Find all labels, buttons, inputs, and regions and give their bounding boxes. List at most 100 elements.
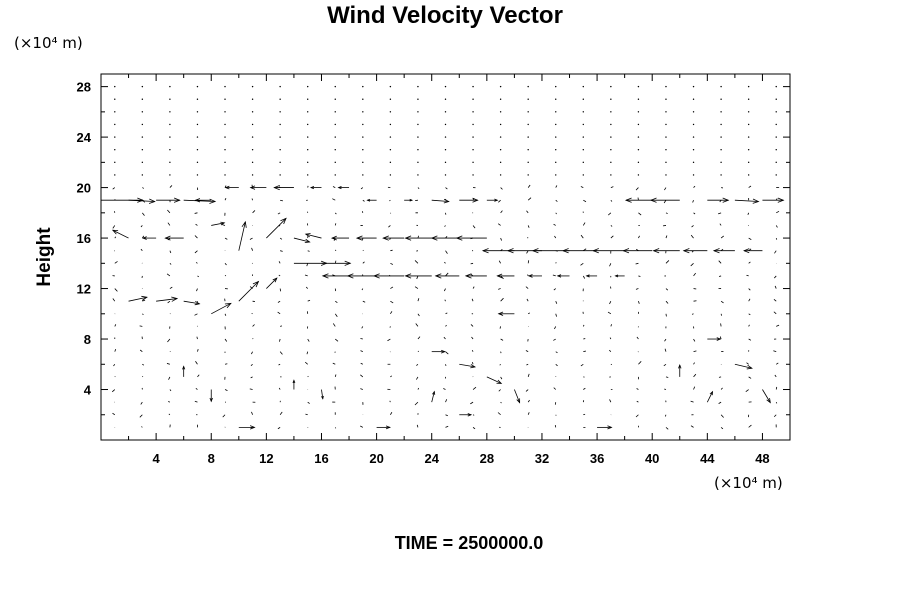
field-mark	[445, 187, 448, 190]
field-dot	[665, 85, 667, 88]
field-mark	[416, 275, 419, 280]
field-mark	[693, 362, 695, 365]
field-mark	[112, 412, 116, 416]
field-mark	[665, 260, 670, 264]
field-mark	[279, 288, 282, 292]
field-mark	[693, 350, 697, 353]
field-mark	[719, 336, 722, 340]
field-dot	[114, 174, 116, 176]
field-dot	[389, 123, 392, 126]
field-dot	[334, 174, 336, 176]
field-dot	[637, 98, 640, 100]
field-mark	[277, 427, 281, 430]
field-mark	[197, 349, 199, 352]
field-mark	[445, 414, 448, 417]
field-dot	[444, 149, 447, 151]
field-mark	[472, 414, 475, 416]
field-mark	[169, 250, 172, 254]
field-mark	[166, 363, 171, 365]
field-mark	[776, 324, 780, 327]
wind-vector	[734, 198, 760, 204]
field-mark	[664, 348, 667, 352]
field-mark	[498, 199, 501, 203]
wind-vector	[431, 349, 446, 354]
field-mark	[526, 298, 529, 302]
field-mark	[278, 261, 281, 264]
field-mark	[417, 336, 421, 340]
field-mark	[307, 250, 310, 252]
wind-vector	[309, 186, 322, 190]
field-dot	[307, 136, 309, 138]
wind-vector	[156, 296, 179, 302]
field-mark	[527, 412, 530, 415]
field-mark	[470, 324, 474, 327]
field-mark	[607, 311, 612, 315]
field-dot	[362, 111, 364, 113]
field-mark	[279, 338, 281, 342]
field-mark	[169, 185, 173, 188]
field-mark	[776, 210, 780, 214]
field-mark	[249, 388, 253, 390]
field-mark	[224, 197, 227, 201]
field-mark	[307, 299, 311, 302]
y-axis-label: Height	[34, 227, 55, 287]
field-mark	[196, 336, 198, 340]
x-tick-label: 4	[153, 451, 161, 466]
field-mark	[167, 209, 171, 214]
wind-vector	[266, 277, 278, 289]
field-mark	[525, 286, 529, 289]
wind-vector	[707, 337, 722, 341]
wind-vector	[238, 425, 256, 430]
field-dot	[251, 136, 254, 138]
field-mark	[114, 236, 117, 239]
x-tick-label: 28	[480, 451, 494, 466]
field-mark	[169, 263, 172, 265]
field-mark	[112, 298, 116, 302]
field-dot	[307, 123, 309, 126]
field-mark	[527, 274, 529, 277]
field-mark	[498, 288, 501, 290]
field-dot	[555, 123, 557, 126]
wind-vector	[434, 273, 460, 279]
field-mark	[307, 375, 309, 378]
field-dot	[279, 136, 281, 138]
wind-vector	[556, 274, 570, 278]
field-dot	[665, 98, 667, 100]
field-dot	[775, 136, 777, 138]
wind-vector	[712, 248, 735, 254]
field-dot	[224, 111, 226, 113]
field-mark	[553, 223, 556, 226]
field-mark	[445, 351, 449, 355]
field-mark	[390, 286, 394, 289]
field-mark	[610, 324, 612, 327]
field-dot	[472, 111, 474, 113]
field-dot	[114, 136, 116, 138]
field-mark	[748, 338, 752, 341]
field-mark	[166, 273, 171, 277]
field-dot	[334, 123, 336, 126]
field-dot	[499, 98, 502, 100]
field-dot	[720, 98, 722, 100]
field-mark	[555, 199, 558, 202]
field-dot	[362, 123, 364, 126]
field-mark	[194, 235, 198, 239]
wind-vector	[614, 274, 625, 278]
wind-vector	[211, 302, 232, 315]
field-dot	[389, 111, 392, 113]
field-dot	[389, 136, 392, 138]
field-dot	[472, 174, 474, 176]
field-mark	[665, 212, 668, 214]
field-dot	[196, 123, 199, 126]
field-mark	[635, 262, 639, 265]
field-dot	[582, 136, 584, 138]
field-mark	[168, 376, 171, 380]
field-mark	[610, 235, 614, 239]
y-tick-label: 20	[77, 181, 91, 196]
wind-vector	[101, 197, 144, 203]
wind-vector	[366, 198, 377, 202]
wind-vector	[459, 197, 479, 203]
field-mark	[113, 364, 116, 367]
field-mark	[607, 212, 612, 216]
field-dot	[417, 111, 419, 113]
wind-vector	[156, 197, 181, 203]
